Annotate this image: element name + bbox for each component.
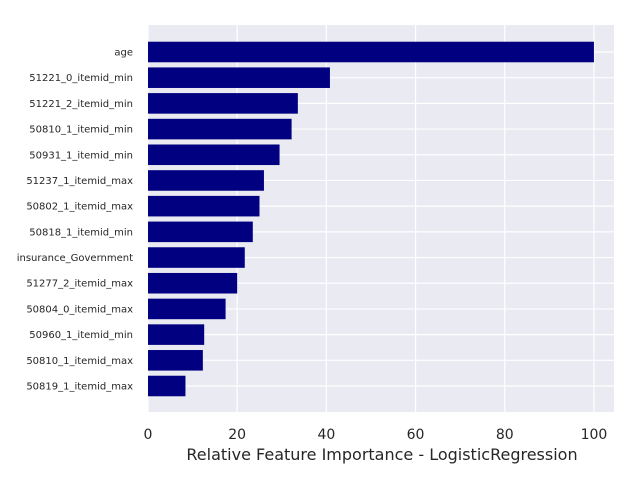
bar — [148, 41, 594, 63]
plot-background — [148, 25, 614, 412]
y-tick-label: 51277_2_itemid_max — [26, 279, 133, 290]
bar — [148, 221, 253, 243]
bar — [148, 93, 298, 114]
bar — [148, 118, 292, 140]
y-tick-label: 51221_0_itemid_min — [29, 73, 133, 84]
y-tick-label: 50804_0_itemid_max — [26, 304, 133, 315]
x-tick-label: 40 — [317, 427, 335, 443]
bar — [148, 324, 205, 345]
x-tick-label: 20 — [228, 427, 246, 443]
y-tick-label: 50819_1_itemid_max — [26, 382, 133, 393]
y-tick-label: 50810_1_itemid_max — [26, 356, 133, 367]
bar — [148, 67, 330, 88]
bar — [148, 298, 226, 320]
x-tick-labels: 0 20 40 60 80 100 — [144, 427, 608, 443]
y-tick-label: 50818_1_itemid_min — [29, 227, 133, 238]
x-tick-label: 80 — [496, 427, 514, 443]
y-tick-label: 50931_1_itemid_min — [29, 150, 133, 161]
bar — [148, 375, 186, 397]
x-tick-label: 0 — [144, 427, 153, 443]
y-tick-labels: age 51221_0_itemid_min 51221_2_itemid_min 5… — [17, 48, 133, 393]
y-tick-label: 51221_2_itemid_min — [29, 99, 133, 110]
bar — [148, 170, 264, 191]
bar — [148, 247, 245, 268]
y-tick-label: 51237_1_itemid_max — [26, 176, 133, 187]
bar — [148, 272, 238, 294]
y-tick-label: 50802_1_itemid_max — [26, 202, 133, 213]
x-axis-label: Relative Feature Importance - LogisticRe… — [186, 445, 577, 464]
x-tick-label: 100 — [581, 427, 608, 443]
y-tick-label: 50810_1_itemid_min — [29, 125, 133, 136]
y-tick-label: age — [114, 48, 133, 59]
bar — [148, 144, 280, 166]
bar — [148, 195, 260, 217]
bar — [148, 350, 203, 371]
x-tick-label: 60 — [407, 427, 425, 443]
y-tick-label: insurance_Government — [17, 253, 133, 264]
bars — [148, 41, 594, 397]
y-tick-label: 50960_1_itemid_min — [29, 330, 133, 341]
